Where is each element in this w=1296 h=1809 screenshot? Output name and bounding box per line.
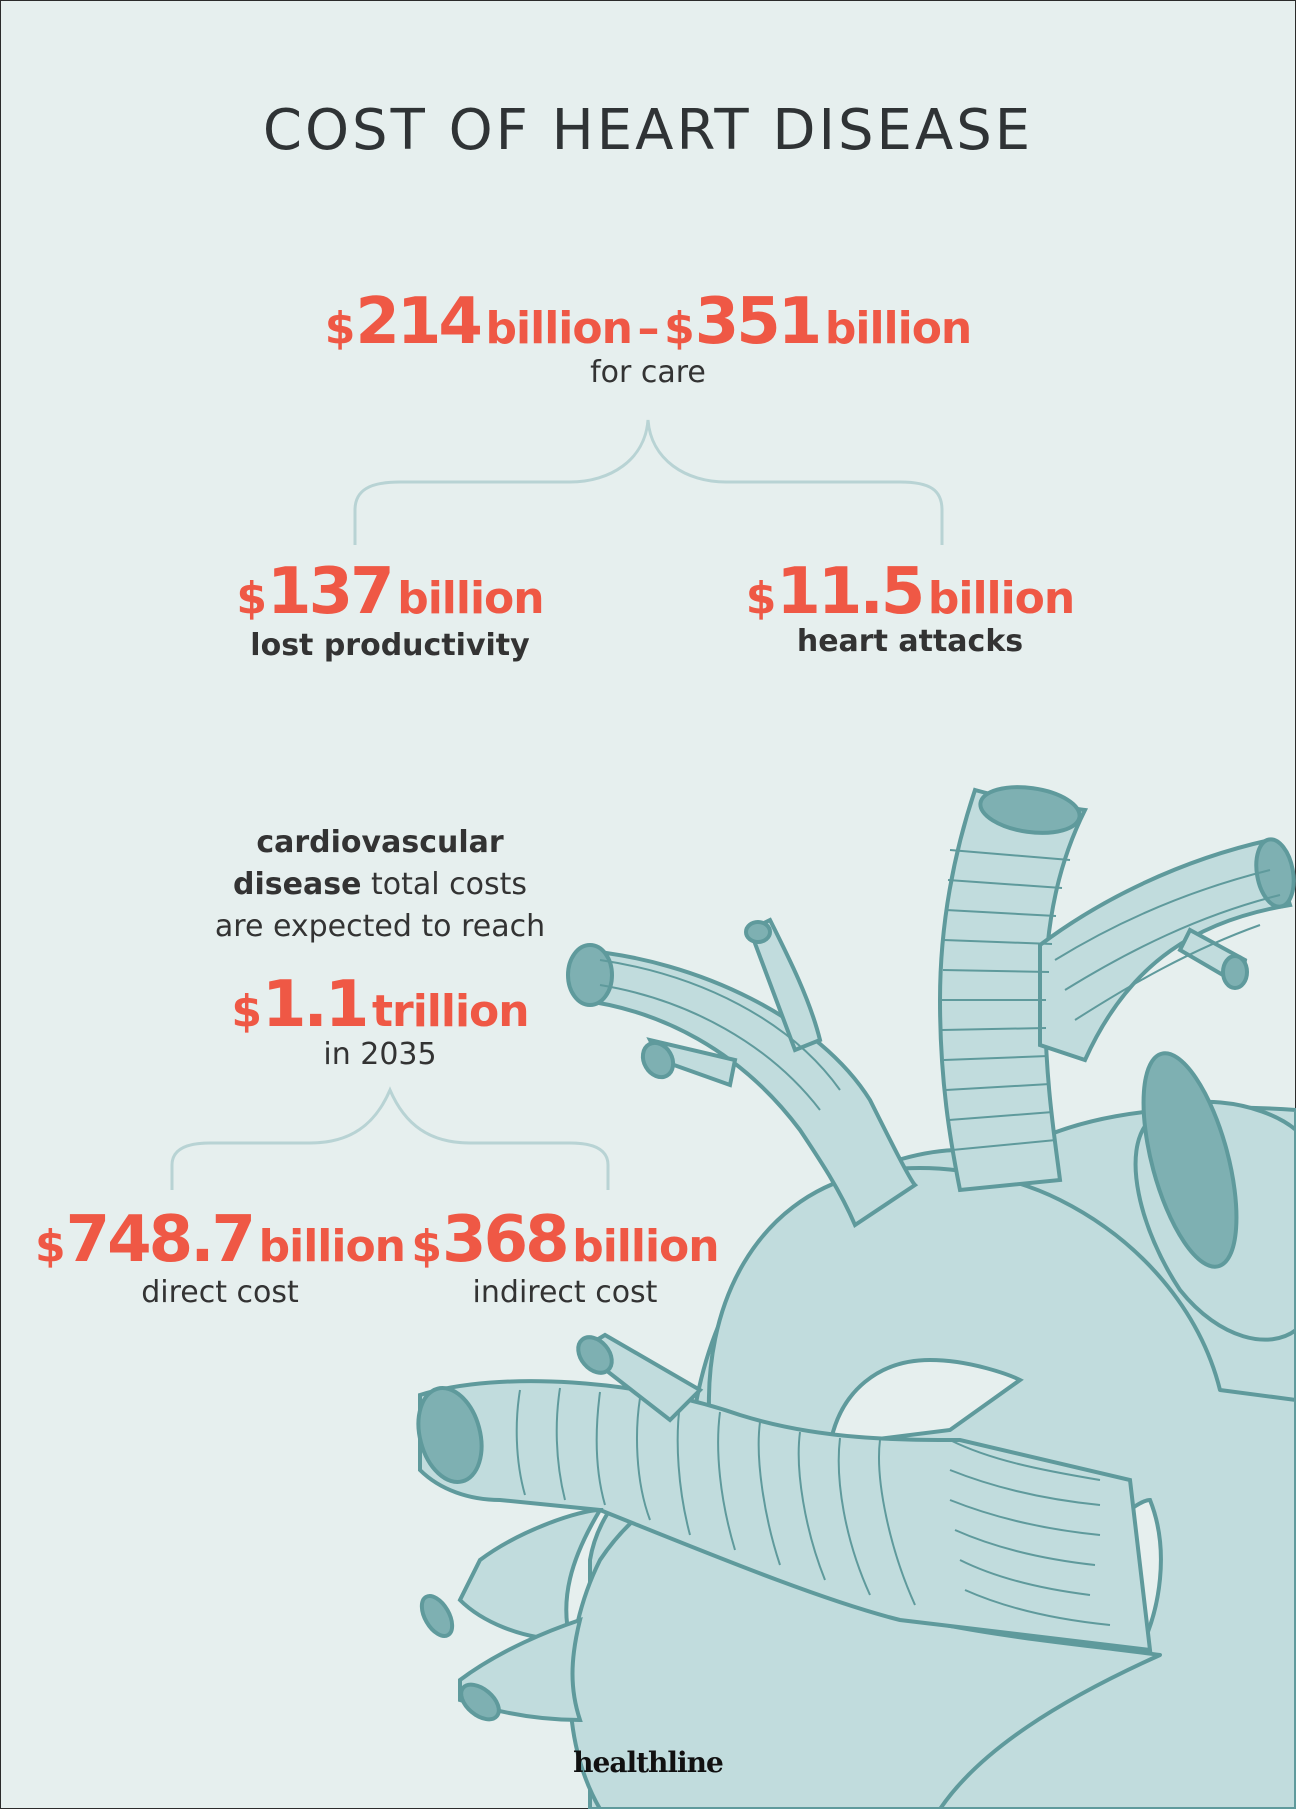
- heart-attacks-cost: $11.5 billion: [710, 555, 1110, 629]
- projection-text-2: total costs: [361, 867, 527, 902]
- direct-label: direct cost: [141, 1275, 299, 1310]
- care-cost-range: $214 billion – $351 billion: [0, 285, 1296, 359]
- heart-attacks-dollar: $: [745, 573, 777, 624]
- indirect-cost: $368 billion: [365, 1203, 765, 1277]
- productivity-cost: $137 billion: [190, 555, 590, 629]
- direct-unit: billion: [258, 1221, 406, 1272]
- productivity-label: lost productivity: [250, 628, 530, 663]
- projection-bold-1: cardiovascular: [256, 825, 504, 860]
- productivity-dollar: $: [236, 573, 268, 624]
- projection-dollar: $: [231, 986, 263, 1037]
- care-high-dollar: $: [664, 303, 695, 354]
- indirect-dollar: $: [411, 1221, 443, 1272]
- projection-bold-2: disease: [233, 867, 362, 902]
- direct-value: 748.7: [65, 1203, 256, 1277]
- bottom-bracket: [170, 1086, 610, 1190]
- productivity-unit: billion: [397, 573, 544, 624]
- indirect-value: 368: [442, 1203, 570, 1277]
- heart-attacks-value: 11.5: [776, 555, 925, 629]
- direct-cost: $748.7 billion: [20, 1203, 420, 1277]
- projection-year: in 2035: [323, 1037, 437, 1072]
- indirect-unit: billion: [572, 1221, 719, 1272]
- care-label: for care: [590, 355, 706, 390]
- heart-attacks-label: heart attacks: [796, 624, 1024, 659]
- projection-text: cardiovascular disease total costs are e…: [180, 822, 580, 948]
- projection-value: 1.1: [262, 968, 369, 1042]
- direct-dollar: $: [34, 1221, 66, 1272]
- care-high-unit: billion: [824, 303, 972, 354]
- projection-unit: trillion: [371, 986, 530, 1037]
- projection-text-3: are expected to reach: [214, 909, 546, 944]
- heart-attacks-unit: billion: [927, 573, 1075, 624]
- care-low-unit: billion: [485, 303, 633, 354]
- indirect-label: indirect cost: [472, 1275, 658, 1310]
- top-bracket: [353, 419, 944, 545]
- productivity-value: 137: [267, 555, 395, 629]
- care-range-dash: –: [637, 303, 660, 354]
- care-low-dollar: $: [324, 303, 356, 354]
- care-high-value: 351: [694, 285, 823, 359]
- care-low-value: 214: [355, 285, 483, 359]
- projection-cost: $1.1 trillion: [180, 968, 580, 1042]
- healthline-logo: healthline: [573, 1746, 724, 1779]
- page-title: COST OF HEART DISEASE: [262, 98, 1034, 163]
